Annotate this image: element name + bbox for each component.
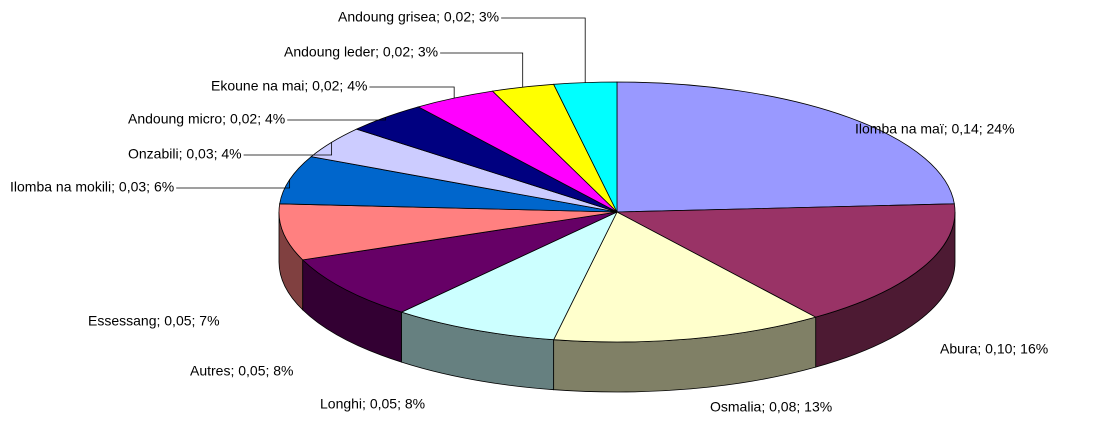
data-label: Onzabili; 0,03; 4% bbox=[128, 146, 242, 162]
leader-line bbox=[501, 17, 586, 83]
slice bbox=[400, 211, 618, 341]
data-label: Andoung grisea; 0,02; 3% bbox=[338, 9, 499, 25]
data-label: Longhi; 0,05; 8% bbox=[320, 396, 425, 412]
leader-line bbox=[243, 142, 333, 156]
data-label: Autres; 0,05; 8% bbox=[190, 363, 294, 379]
data-label: Andoung micro; 0,02; 4% bbox=[128, 111, 285, 127]
leader-line bbox=[176, 179, 291, 189]
data-label: Andoung leder; 0,02; 3% bbox=[284, 44, 438, 60]
slice bbox=[616, 81, 955, 213]
leader-line bbox=[440, 52, 524, 88]
data-label: Essessang; 0,05; 7% bbox=[88, 313, 220, 329]
slice bbox=[278, 203, 618, 261]
slice bbox=[553, 211, 817, 343]
slice bbox=[615, 203, 956, 318]
data-label: Ilomba na mokili; 0,03; 6% bbox=[10, 179, 174, 195]
data-label: Ekoune na mai; 0,02; 4% bbox=[211, 78, 367, 94]
slice bbox=[301, 211, 618, 313]
data-label: Abura; 0,10; 16% bbox=[940, 341, 1048, 357]
slice bbox=[553, 81, 618, 213]
data-label: Osmalia; 0,08; 13% bbox=[710, 399, 832, 415]
leader-line bbox=[369, 86, 455, 99]
leader-line bbox=[287, 117, 387, 121]
data-label: Ilomba na maï; 0,14; 24% bbox=[855, 121, 1015, 137]
